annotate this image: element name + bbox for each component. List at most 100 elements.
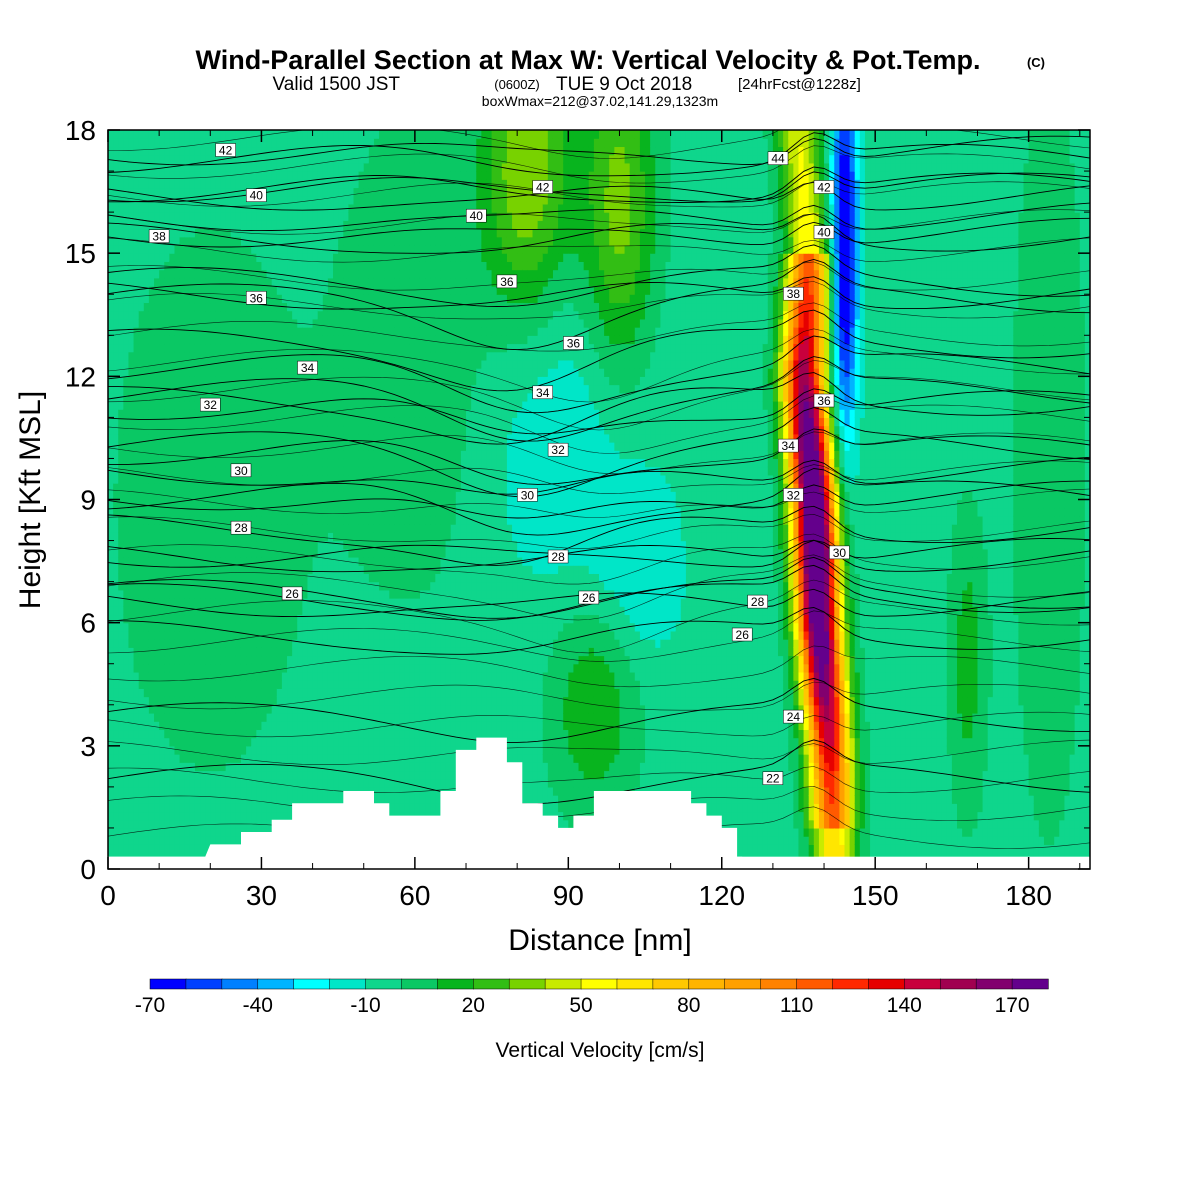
theta-contour-line (108, 431, 1090, 474)
theta-contour-line (108, 356, 1090, 442)
colorbar-swatch (473, 978, 510, 990)
theta-contour-label: 30 (517, 488, 538, 502)
colorbar-swatch (616, 978, 654, 990)
y-tick-label: 15 (65, 238, 96, 269)
terrain-profile (108, 737, 743, 869)
theta-contour-line (108, 181, 1090, 208)
theta-contour-line (108, 171, 1090, 203)
theta-contour-label: 36 (813, 393, 835, 408)
theta-contour-line (108, 181, 1090, 211)
theta-contour-lines (108, 130, 1090, 853)
colorbar-swatch (975, 978, 1013, 990)
theta-contour-line (108, 132, 1090, 177)
theta-contour-line (108, 468, 1090, 536)
theta-contour-label: 42 (215, 143, 236, 158)
colorbar-swatch (652, 978, 690, 990)
theta-contour-line (108, 538, 1090, 568)
colorbar: -70 -40 -10 20 50 80 110 140 170 (135, 978, 1049, 1017)
theta-contour-line (108, 607, 1090, 655)
theta-contour-line (108, 533, 1090, 585)
colorbar-swatch (832, 978, 870, 990)
colorbar-label: Vertical Velocity [cm/s] (496, 1039, 705, 1062)
theta-contour-line (108, 281, 1090, 320)
theta-contour-line (108, 145, 1090, 184)
theta-contour-label: 24 (783, 709, 804, 724)
terrain (108, 737, 1090, 869)
colorbar-swatch (939, 978, 977, 990)
y-axis-label: Height [Kft MSL] (14, 391, 47, 609)
theta-contour-line (108, 372, 1090, 445)
theta-contour-label: 34 (777, 438, 799, 453)
theta-contour-label: 32 (547, 442, 569, 457)
colorbar-tick-label: 140 (887, 994, 922, 1017)
theta-contour-line (108, 213, 1090, 254)
theta-contour-label: 42 (813, 180, 835, 195)
theta-contour-line (108, 309, 1090, 392)
theta-contour-line (108, 480, 1090, 519)
theta-contour-line (108, 677, 1090, 743)
colorbar-tick-label: 20 (462, 994, 485, 1017)
vertical-velocity-field (108, 130, 1090, 869)
colorbar-swatch (149, 978, 187, 990)
colorbar-swatch (760, 978, 798, 990)
theta-contour-label: 40 (466, 208, 487, 223)
theta-contour-line (108, 302, 1090, 352)
colorbar-swatch (329, 978, 367, 990)
theta-contour-line (108, 395, 1090, 454)
theta-contour-label: 30 (829, 545, 850, 560)
y-tick-label: 6 (80, 608, 96, 639)
box-max-info: boxWmax=212@37.02,141.29,1323m (482, 93, 718, 109)
theta-contour-label: 26 (281, 586, 303, 601)
theta-contour-label: 40 (246, 188, 267, 203)
colorbar-swatch (257, 978, 295, 990)
x-tick-label: 30 (246, 880, 277, 911)
x-tick-label: 90 (553, 880, 584, 911)
colorbar-swatch (868, 978, 905, 990)
colorbar-tick-label: -40 (243, 994, 273, 1017)
colorbar-tick-label: -10 (350, 994, 380, 1017)
theta-contour-label: 28 (230, 520, 252, 535)
colorbar-tick-label: -70 (135, 994, 165, 1017)
theta-contour-line (108, 610, 1090, 662)
theta-contour-label: 26 (731, 627, 753, 642)
valid-time-prefix: Valid 1500 JST (273, 74, 401, 95)
colorbar-swatch (401, 978, 439, 990)
theta-contour-line (108, 505, 1090, 566)
copyright-mark: (C) (1027, 55, 1045, 70)
theta-contour-line (108, 202, 1090, 232)
y-tick-label: 18 (65, 115, 96, 146)
theta-contour-label: 36 (246, 291, 267, 305)
theta-contour-label: 38 (783, 286, 804, 301)
colorbar-swatch (904, 978, 941, 990)
colorbar-swatch (437, 978, 474, 990)
theta-contour-line (108, 261, 1090, 291)
colorbar-swatch (508, 978, 546, 990)
theta-contour-line (108, 360, 1090, 431)
forecast-info: [24hrFcst@1228z] (738, 76, 861, 93)
theta-contour-line (108, 645, 1090, 688)
colorbar-swatch (185, 978, 223, 990)
theta-contour-line (108, 579, 1090, 654)
theta-contour-line (108, 135, 1090, 166)
colorbar-tick-label: 170 (995, 994, 1030, 1017)
colorbar-tick-label: 110 (780, 994, 813, 1017)
valid-date: TUE 9 Oct 2018 (556, 74, 692, 95)
theta-contour-line (108, 539, 1090, 573)
theta-contour-line (108, 460, 1090, 495)
colorbar-swatch (688, 978, 726, 990)
theta-contour-line (108, 276, 1090, 310)
theta-contour-line (108, 513, 1090, 549)
y-tick-label: 12 (65, 361, 96, 392)
plot-area: 22 24 26 26 26 28 28 28 30 30 30 32 32 32 34 34 34 36 36 36… (108, 130, 1090, 869)
x-tick-label: 150 (852, 880, 899, 911)
theta-contour-line (108, 739, 1090, 765)
theta-contour-line (108, 554, 1090, 621)
theta-contour-label: 34 (297, 360, 318, 375)
theta-contour-label: 42 (532, 180, 553, 195)
theta-contour-line (108, 766, 1090, 794)
theta-contour-line (108, 388, 1090, 435)
y-tick-label: 0 (80, 854, 96, 885)
theta-contour-label: 32 (783, 488, 804, 502)
